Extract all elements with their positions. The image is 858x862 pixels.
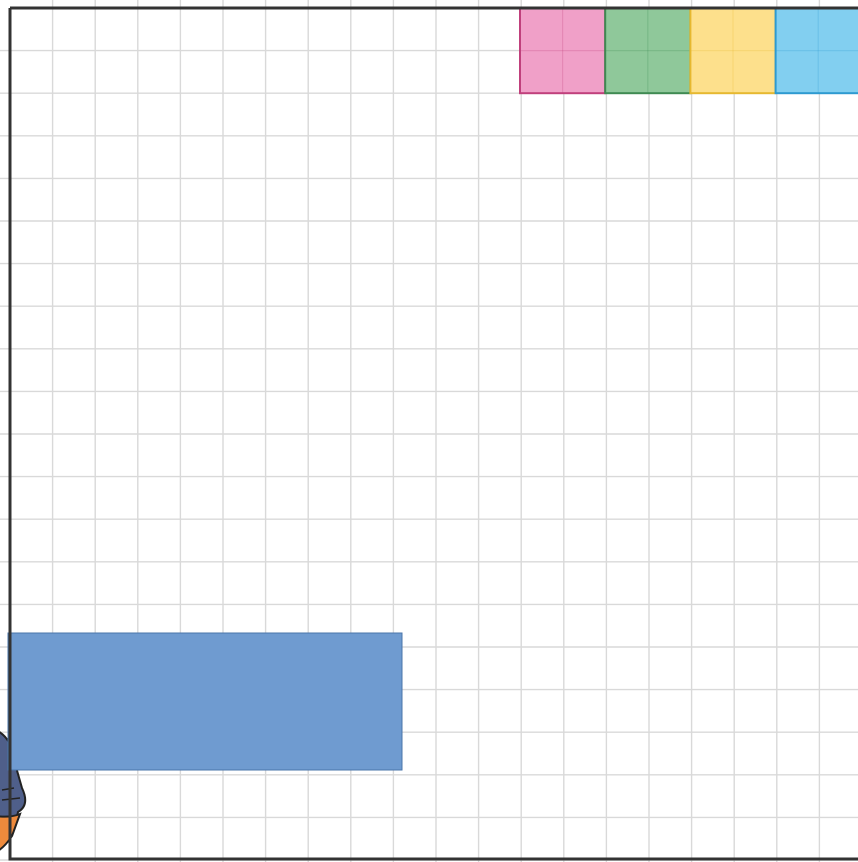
color-tiles[interactable]	[519, 7, 858, 95]
answer-box[interactable]	[7, 632, 403, 771]
yellow-tile[interactable]	[689, 7, 777, 95]
board-border	[8, 6, 858, 861]
blue-tile[interactable]	[774, 7, 858, 95]
green-tile[interactable]	[604, 7, 692, 95]
pink-tile[interactable]	[519, 7, 607, 95]
blue-tile-square[interactable]	[774, 7, 858, 95]
